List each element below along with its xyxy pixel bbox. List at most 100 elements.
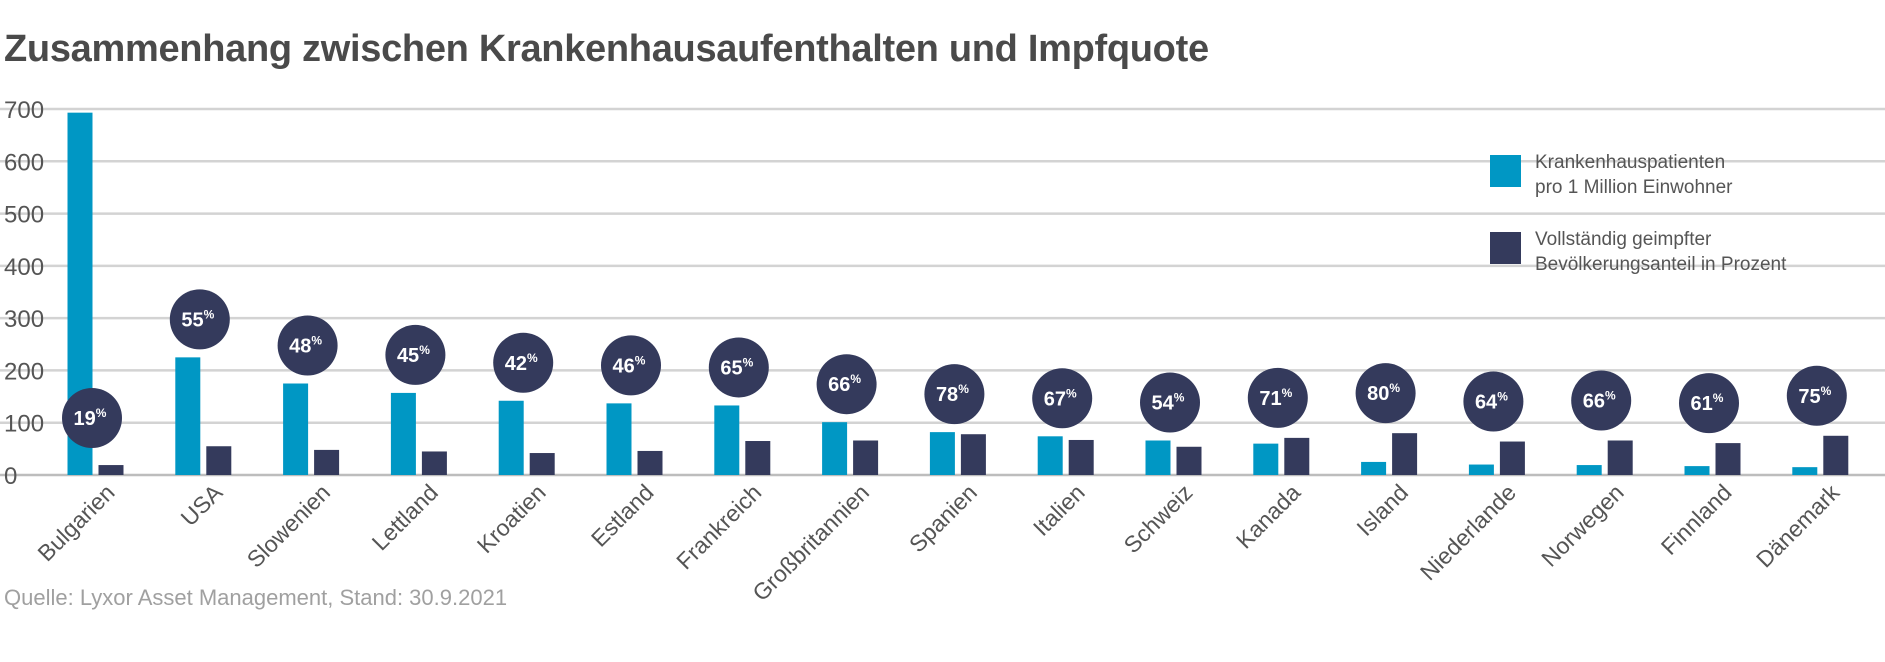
bubble-label-kroatien: 42%: [505, 351, 538, 375]
bubble-italien: [1032, 368, 1093, 429]
bar-vaccination-spanien: [960, 434, 986, 475]
bubble-unit: %: [1389, 381, 1400, 395]
bar-vaccination-frankreich: [745, 441, 771, 475]
bubble-label-estland: 46%: [613, 353, 646, 377]
bubble-value: 54: [1152, 392, 1175, 414]
bubble-unit: %: [1821, 384, 1832, 398]
x-label-dänemark: Dänemark: [1751, 479, 1845, 573]
chart-title: Zusammenhang zwischen Krankenhausaufenth…: [4, 28, 1209, 70]
bubble-finnland: [1679, 373, 1739, 434]
bar-hospital-finnland: [1684, 466, 1710, 475]
bubble-value: 71: [1259, 388, 1281, 410]
x-label-spanien: Spanien: [904, 479, 982, 557]
y-tick-label: 700: [4, 97, 44, 124]
bubble-unit: %: [527, 351, 538, 365]
bubble-label-italien: 67%: [1044, 386, 1077, 410]
bubble-value: 55: [181, 309, 203, 331]
bubble-spanien: [924, 364, 985, 425]
bar-vaccination-schweiz: [1176, 446, 1202, 475]
bubble-slowenien: [277, 315, 338, 376]
y-tick-label: 500: [4, 202, 44, 229]
bar-hospital-slowenien: [283, 383, 309, 475]
bubble-unit: %: [1282, 386, 1293, 400]
bubble-frankreich: [708, 337, 769, 398]
bar-vaccination-finnland: [1715, 443, 1741, 475]
bubble-label-finnland: 61%: [1691, 391, 1724, 415]
y-tick-label: 400: [4, 254, 44, 281]
bubble-norwegen: [1571, 370, 1632, 431]
bubble-kanada: [1247, 367, 1308, 428]
bubble-unit: %: [1066, 386, 1077, 400]
bubble-dänemark: [1786, 365, 1847, 426]
bubble-label-usa: 55%: [181, 307, 214, 331]
y-axis-ticks: 0 100 200 300 400 500 600 700: [4, 97, 44, 490]
bar-vaccination-lettland: [421, 451, 447, 475]
bubble-großbritannien: [816, 354, 877, 415]
bubble-unit: %: [1605, 388, 1616, 402]
bubble-usa: [169, 289, 230, 350]
bubble-unit: %: [204, 307, 215, 321]
bubble-unit: %: [1713, 391, 1724, 405]
bubble-value: 48: [289, 336, 311, 358]
bubble-label-schweiz: 54%: [1152, 390, 1185, 414]
bar-vaccination-estland: [637, 450, 663, 475]
bar-hospital-italien: [1037, 436, 1063, 475]
bubble-unit: %: [1174, 390, 1185, 404]
y-tick-label: 100: [4, 411, 44, 438]
legend-item-hospital: Krankenhauspatienten pro 1 Million Einwo…: [1490, 150, 1733, 200]
bar-hospital-spanien: [929, 432, 955, 475]
x-label-slowenien: Slowenien: [242, 479, 335, 572]
bubble-value: 65: [720, 357, 742, 379]
bubble-value: 42: [505, 353, 527, 375]
bubble-label-norwegen: 66%: [1583, 388, 1616, 412]
bubble-value: 66: [828, 374, 850, 396]
bubble-label-island: 80%: [1367, 381, 1400, 405]
bar-vaccination-kroatien: [529, 453, 555, 475]
bubble-label-niederlande: 64%: [1475, 390, 1508, 414]
bubble-niederlande: [1463, 371, 1524, 432]
x-label-großbritannien: Großbritannien: [747, 479, 874, 606]
bar-hospital-island: [1361, 461, 1387, 475]
bubble-unit: %: [743, 355, 754, 369]
bar-vaccination-großbritannien: [853, 440, 879, 475]
source-note: Quelle: Lyxor Asset Management, Stand: 3…: [4, 585, 508, 610]
vaccination-rate-bubbles: 19%55%48%45%42% 46% 65%66%78% 67% 54% 71% 80%6…: [62, 289, 1847, 448]
bar-hospital-schweiz: [1145, 440, 1171, 475]
bubble-label-spanien: 78%: [936, 382, 969, 406]
bubble-label-lettland: 45%: [397, 343, 430, 367]
y-tick-label: 0: [4, 463, 17, 490]
bar-hospital-usa: [175, 357, 201, 475]
bubble-value: 66: [1583, 390, 1605, 412]
bubble-kroatien: [493, 332, 554, 393]
bubble-bulgarien: [62, 388, 122, 448]
bar-vaccination-kanada: [1284, 437, 1310, 475]
bubble-unit: %: [419, 343, 430, 357]
y-tick-label: 200: [4, 358, 44, 385]
bubble-unit: %: [96, 406, 107, 420]
bubble-island: [1355, 363, 1416, 424]
legend-swatch-hospital: [1490, 155, 1521, 187]
x-label-norwegen: Norwegen: [1536, 479, 1629, 572]
x-label-kroatien: Kroatien: [472, 479, 551, 558]
legend-label-vaccination: Vollständig geimpfter Bevölkerungsanteil…: [1535, 229, 1787, 275]
bar-hospital-großbritannien: [822, 422, 848, 475]
x-label-schweiz: Schweiz: [1119, 479, 1198, 558]
bubble-value: 75: [1798, 386, 1820, 408]
bar-vaccination-norwegen: [1607, 440, 1633, 475]
bar-hospital-niederlande: [1468, 464, 1494, 475]
legend-label-hospital: Krankenhauspatienten pro 1 Million Einwo…: [1535, 152, 1733, 198]
bubble-value: 78: [936, 384, 958, 406]
bubble-value: 46: [613, 355, 635, 377]
bubble-value: 64: [1475, 392, 1498, 414]
bar-vaccination-usa: [206, 446, 232, 475]
bar-vaccination-island: [1392, 433, 1418, 475]
bar-vaccination-italien: [1068, 439, 1094, 475]
x-label-niederlande: Niederlande: [1415, 479, 1521, 585]
bubble-label-dänemark: 75%: [1798, 384, 1831, 408]
bubble-value: 45: [397, 345, 419, 367]
bar-hospital-kroatien: [498, 400, 524, 475]
bar-hospital-frankreich: [714, 405, 740, 475]
bar-hospital-estland: [606, 403, 632, 475]
bar-vaccination-bulgarien: [98, 465, 124, 475]
bubble-unit: %: [311, 334, 322, 348]
